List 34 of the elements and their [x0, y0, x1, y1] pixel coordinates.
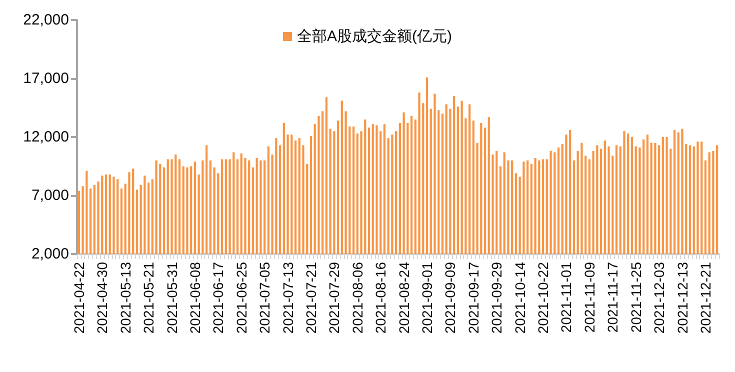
x-tick-label: 2021-06-25: [233, 262, 250, 334]
y-tick-label: 12,000: [23, 128, 69, 146]
y-tick-label: 22,000: [23, 12, 69, 28]
x-tick-label: 2021-11-17: [604, 262, 621, 333]
x-tick-label: 2021-07-21: [302, 262, 319, 334]
x-tick-label: 2021-11-09: [581, 262, 598, 333]
x-tick-label: 2021-11-01: [558, 262, 574, 333]
x-tick-label: 2021-12-03: [651, 262, 668, 334]
x-tick-label: 2021-05-21: [140, 262, 157, 334]
x-tick-label: 2021-07-29: [326, 262, 342, 334]
y-tick-label: 7,000: [31, 187, 69, 204]
x-tick-label: 2021-10-22: [535, 262, 552, 334]
x-tick-label: 2021-11-25: [628, 262, 644, 333]
x-tick-label: 2021-05-31: [164, 262, 180, 334]
x-tick-label: 2021-04-22: [70, 262, 87, 334]
x-tick-label: 2021-08-24: [396, 262, 412, 334]
y-tick-label: 17,000: [23, 70, 69, 87]
x-tick-label: 2021-06-08: [186, 262, 203, 334]
x-tick-label: 2021-09-29: [488, 262, 505, 334]
x-tick-label: 2021-08-06: [349, 262, 366, 334]
x-tick-label: 2021-08-16: [372, 262, 389, 334]
x-tick-label: 2021-05-13: [117, 262, 134, 334]
x-tick-label: 2021-04-30: [94, 262, 110, 334]
x-tick-label: 2021-09-17: [465, 262, 482, 334]
x-tick-label: 2021-09-01: [419, 262, 436, 334]
x-tick-label: 2021-06-17: [210, 262, 226, 334]
x-tick-label: 2021-12-21: [697, 262, 714, 334]
x-tick-label: 2021-10-14: [512, 262, 528, 334]
x-tick-label: 2021-07-05: [256, 262, 273, 334]
x-tick-label: 2021-07-13: [280, 262, 296, 334]
y-tick-label: 2,000: [31, 246, 69, 262]
x-tick-label: 2021-12-13: [674, 262, 690, 334]
x-tick-label: 2021-09-09: [442, 262, 458, 334]
legend-label: 全部A股成交金额(亿元): [297, 28, 452, 45]
